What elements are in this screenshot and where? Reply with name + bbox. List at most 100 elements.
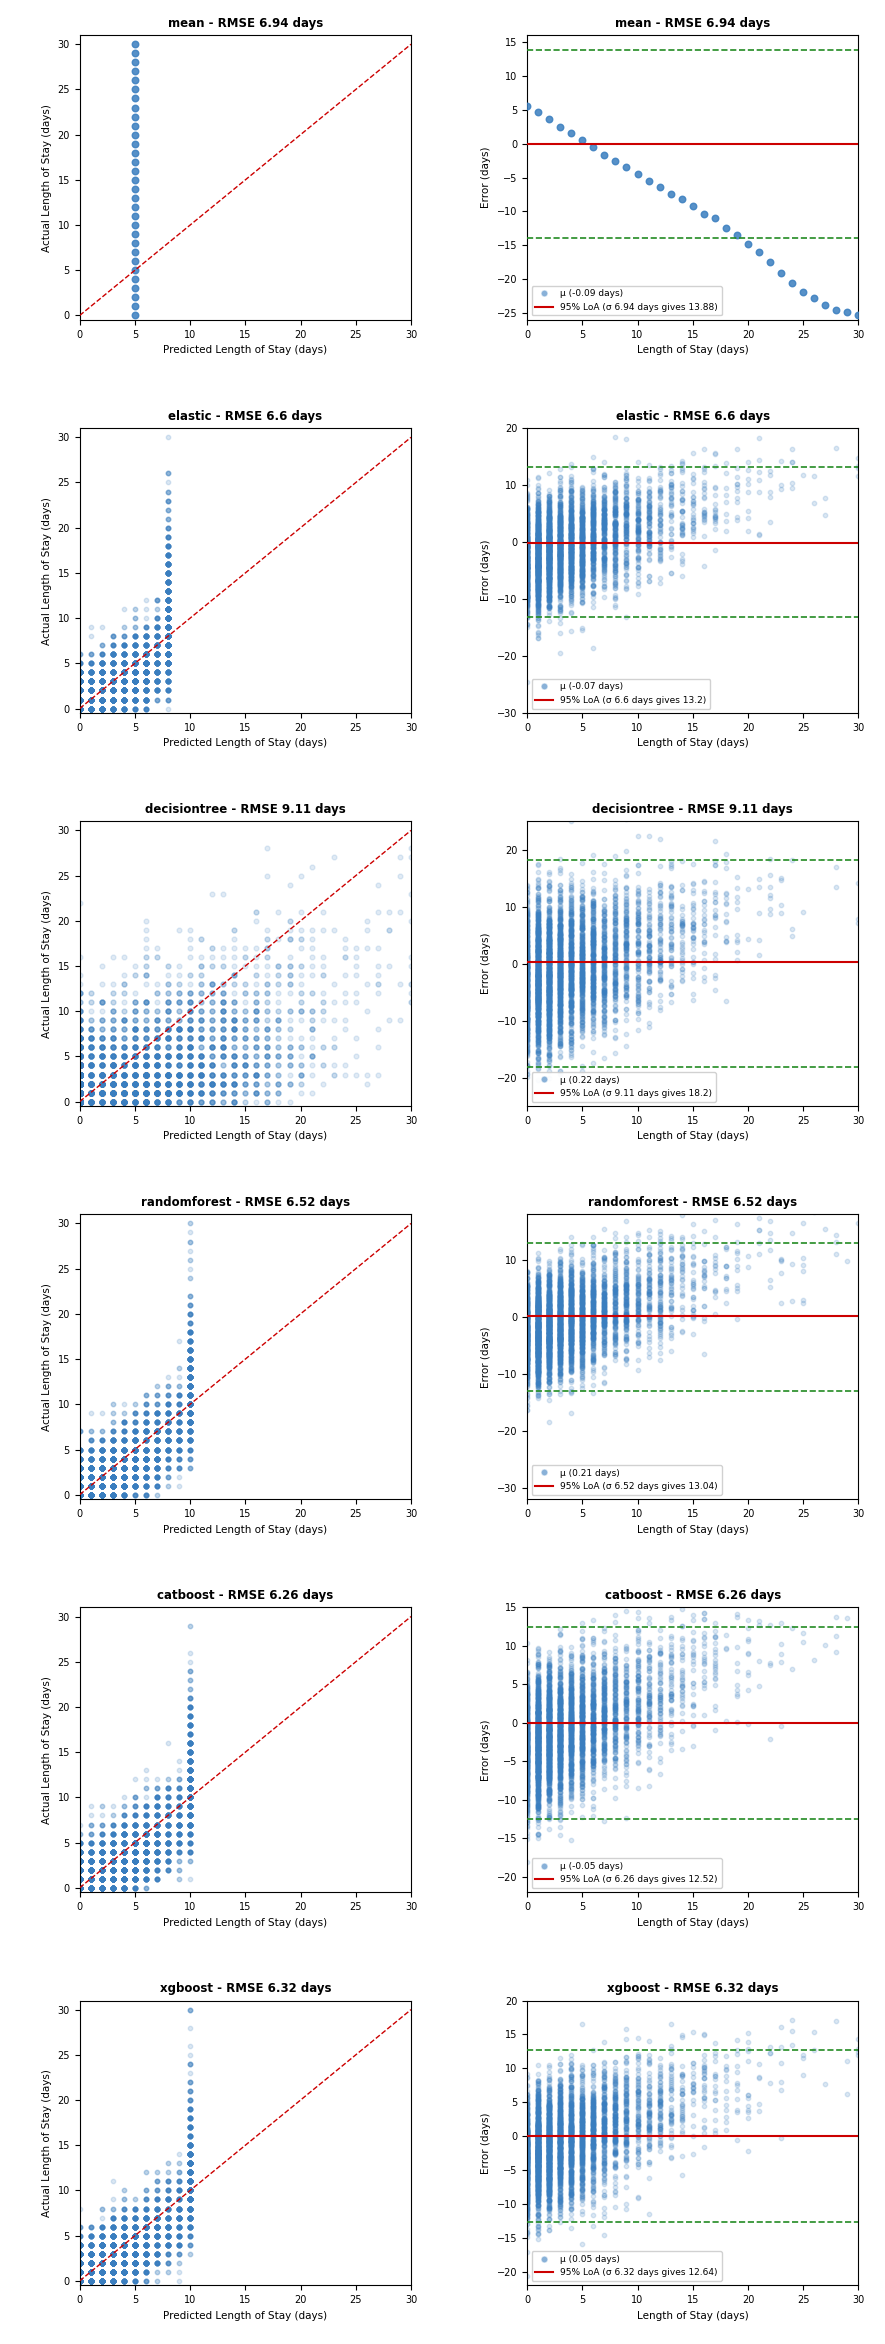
Point bbox=[531, 1003, 545, 1041]
Point bbox=[105, 1477, 119, 1514]
Point bbox=[83, 2253, 97, 2290]
Point bbox=[127, 673, 142, 710]
Point bbox=[73, 689, 87, 727]
Point bbox=[564, 1285, 578, 1322]
Point bbox=[553, 534, 567, 572]
Point bbox=[620, 567, 634, 605]
Point bbox=[620, 2058, 634, 2096]
Point bbox=[564, 506, 578, 544]
Point bbox=[139, 1439, 153, 1477]
Point bbox=[95, 1038, 109, 1076]
Point bbox=[117, 2217, 131, 2255]
Point bbox=[520, 560, 535, 598]
Point bbox=[105, 680, 119, 717]
Point bbox=[531, 2173, 545, 2210]
Point bbox=[105, 645, 119, 682]
Point bbox=[542, 963, 556, 1001]
Point bbox=[520, 935, 535, 973]
Point bbox=[608, 926, 622, 963]
Point bbox=[531, 1730, 545, 1767]
Point bbox=[183, 2189, 197, 2227]
Point bbox=[161, 1423, 175, 1460]
Point bbox=[597, 2140, 612, 2178]
Point bbox=[73, 1074, 87, 1111]
Point bbox=[73, 1055, 87, 1092]
Point bbox=[542, 1322, 556, 1360]
Point bbox=[73, 1477, 87, 1514]
Point bbox=[531, 959, 545, 996]
Point bbox=[531, 1716, 545, 1753]
Point bbox=[183, 1760, 197, 1798]
Point bbox=[139, 616, 153, 654]
Point bbox=[520, 902, 535, 940]
Point bbox=[542, 2159, 556, 2196]
Point bbox=[575, 1723, 589, 1760]
Point bbox=[531, 1739, 545, 1777]
Point bbox=[183, 1074, 197, 1111]
Point bbox=[216, 1055, 230, 1092]
Point bbox=[73, 1861, 87, 1899]
Point bbox=[161, 1074, 175, 1111]
Point bbox=[73, 680, 87, 717]
Point bbox=[531, 938, 545, 975]
Point bbox=[73, 1842, 87, 1880]
Point bbox=[531, 1350, 545, 1388]
Point bbox=[150, 1814, 164, 1852]
Point bbox=[520, 1709, 535, 1746]
Point bbox=[95, 1467, 109, 1505]
Point bbox=[520, 2161, 535, 2199]
Point bbox=[586, 2124, 600, 2161]
Point bbox=[117, 1868, 131, 1906]
Point bbox=[664, 2030, 678, 2067]
Point bbox=[150, 1833, 164, 1871]
Point bbox=[139, 1083, 153, 1120]
Point bbox=[575, 1006, 589, 1043]
Point bbox=[542, 914, 556, 952]
Point bbox=[105, 2253, 119, 2290]
Point bbox=[73, 2253, 87, 2290]
Point bbox=[642, 1231, 656, 1268]
Point bbox=[520, 907, 535, 945]
Point bbox=[83, 1449, 97, 1486]
Point bbox=[83, 2243, 97, 2281]
Point bbox=[117, 1861, 131, 1899]
Point bbox=[553, 1245, 567, 1282]
Point bbox=[73, 1477, 87, 1514]
Point bbox=[183, 1074, 197, 1111]
Point bbox=[597, 513, 612, 551]
Point bbox=[73, 689, 87, 727]
Point bbox=[620, 926, 634, 963]
Point bbox=[117, 1852, 131, 1889]
Point bbox=[564, 2114, 578, 2152]
Point bbox=[95, 1458, 109, 1495]
Point bbox=[531, 1343, 545, 1381]
Point bbox=[73, 680, 87, 717]
Point bbox=[531, 1343, 545, 1381]
Point bbox=[564, 490, 578, 527]
Point bbox=[127, 616, 142, 654]
Point bbox=[696, 1601, 711, 1638]
Point bbox=[73, 1048, 87, 1085]
Point bbox=[183, 1751, 197, 1788]
Point bbox=[564, 1749, 578, 1786]
Point bbox=[73, 1449, 87, 1486]
Point bbox=[520, 1334, 535, 1371]
Point bbox=[531, 548, 545, 586]
Point bbox=[95, 2243, 109, 2281]
Point bbox=[73, 1861, 87, 1899]
Point bbox=[139, 2234, 153, 2271]
Point bbox=[520, 2140, 535, 2178]
Point bbox=[630, 1690, 644, 1728]
Point bbox=[73, 1477, 87, 1514]
Point bbox=[161, 1038, 175, 1076]
Point bbox=[150, 635, 164, 673]
Point bbox=[553, 1327, 567, 1364]
Point bbox=[73, 689, 87, 727]
Point bbox=[183, 1725, 197, 1763]
Point bbox=[250, 1048, 264, 1085]
Point bbox=[294, 1048, 308, 1085]
Point bbox=[83, 1477, 97, 1514]
Point bbox=[73, 1868, 87, 1906]
Point bbox=[642, 947, 656, 984]
Point bbox=[105, 1868, 119, 1906]
